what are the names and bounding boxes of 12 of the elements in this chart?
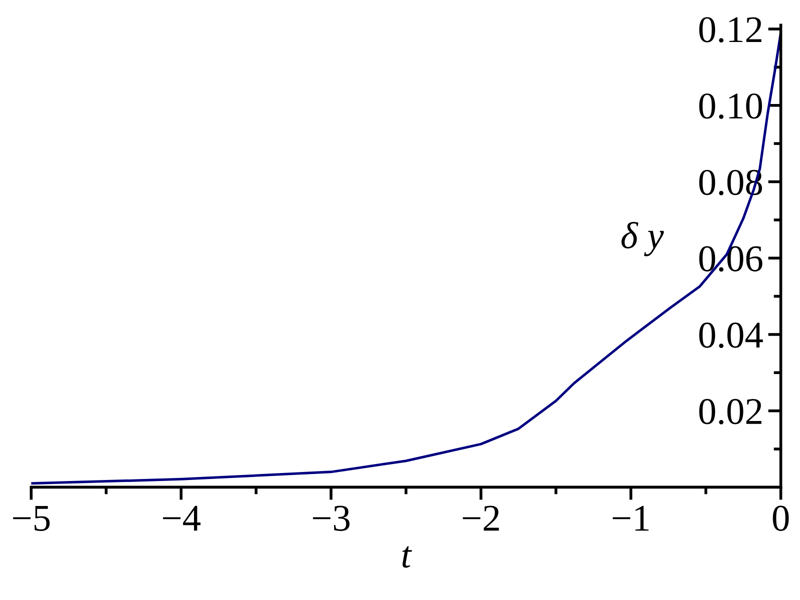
y-tick-label: 0.12 (699, 17, 762, 43)
x-axis-title: t (402, 546, 412, 568)
x-tick-label: 0 (772, 506, 789, 531)
y-axis-title: δ y (622, 222, 664, 256)
x-tick-label: −5 (13, 506, 50, 531)
x-tick-label: −2 (462, 506, 499, 531)
x-tick-label: −4 (163, 506, 200, 531)
x-tick-label: −3 (312, 506, 350, 531)
y-tick-label: 0.04 (699, 322, 763, 348)
y-tick-label: 0.10 (699, 93, 762, 119)
x-tick-label: −1 (612, 506, 649, 531)
y-tick-label: 0.02 (699, 398, 762, 424)
